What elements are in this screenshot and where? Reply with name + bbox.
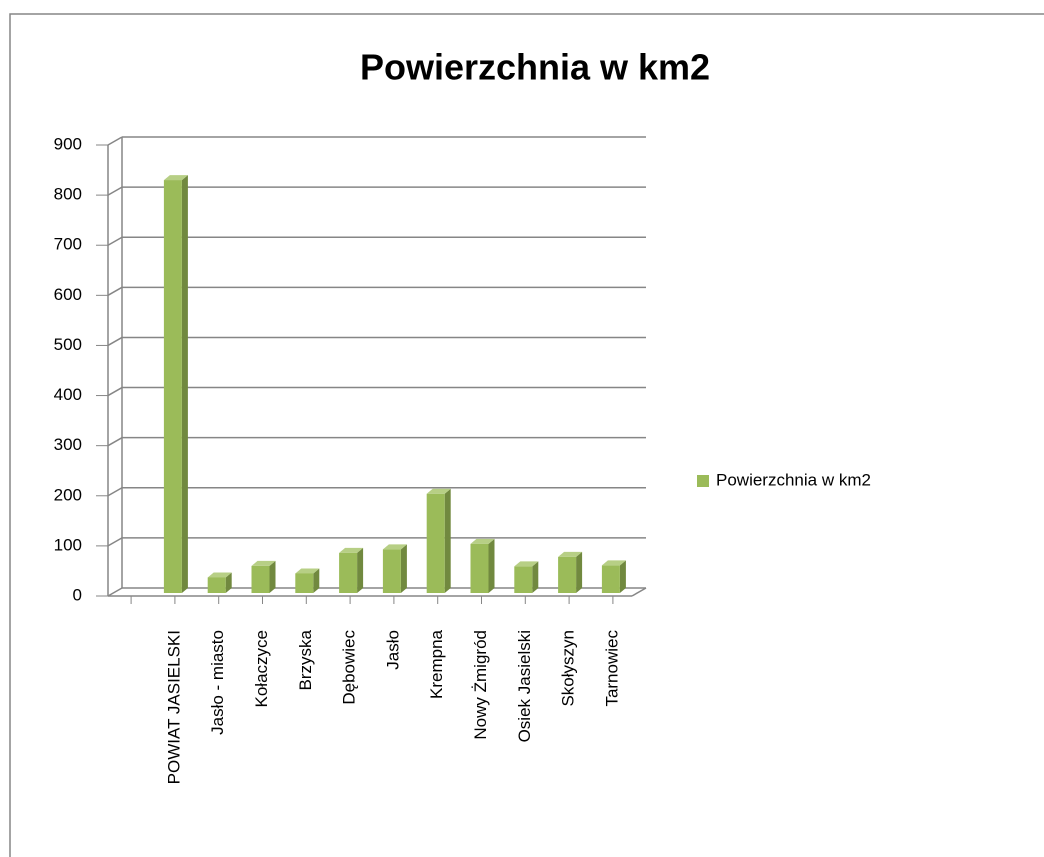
bar-top [163,175,188,181]
grid-line-side [107,236,123,246]
x-tick-label: Jasło [383,630,402,670]
bar-top [207,572,232,578]
bar-front [382,549,401,593]
bar-top [514,561,539,567]
y-tick-label: 700 [54,235,82,254]
legend-swatch [697,475,709,487]
x-tick-label: Dębowiec [340,630,359,705]
bar [558,551,583,593]
x-tick-label: Krempna [427,629,446,699]
grid-line-side [107,537,123,547]
bar-front [295,573,314,593]
bar-top [558,551,583,557]
y-tick-label: 0 [73,585,82,604]
y-tick-label: 300 [54,435,82,454]
x-tick-label: Jasło - miasto [208,630,227,735]
bar-side [269,560,276,593]
y-tick-label: 600 [54,285,82,304]
bar [426,488,451,593]
bar-top [470,538,495,544]
x-tick-label: Kołaczyce [252,630,271,707]
bar-side [444,488,451,593]
bar-front [163,180,182,594]
y-tick-label: 100 [54,535,82,554]
bar [601,560,626,593]
bar [339,547,364,593]
bar [207,572,232,593]
y-tick-label: 200 [54,485,82,504]
bar [251,560,276,593]
bar-side [181,175,188,594]
bar-front [558,556,577,593]
grid-line-side [107,487,123,497]
bar-top [339,547,364,553]
legend-label: Powierzchnia w km2 [716,470,871,489]
x-tick-label: Brzyska [296,629,315,690]
x-tick-label: Nowy Żmigród [471,630,490,740]
bar-front [426,493,445,593]
bar [163,175,188,594]
bar [382,544,407,593]
bar-top [295,568,320,574]
grid-line-side [107,386,123,397]
bar-side [488,538,495,593]
bar-side [619,560,626,593]
grid-line-side [107,437,123,447]
bar-top [382,544,407,550]
x-tick-label: Skołyszyn [559,630,578,707]
bar-front [207,577,226,593]
grid-line-side [107,336,123,347]
y-tick-label: 900 [54,134,82,153]
bar-side [313,568,320,593]
x-tick-label: POWIAT JASIELSKI [164,630,183,784]
grid-line-side [107,286,123,296]
bar-side [400,544,407,593]
bar-front [601,565,620,593]
bar-top [251,560,276,566]
x-tick-label: Tarnowiec [602,630,621,707]
grid-line-side [107,186,123,196]
bar [514,561,539,593]
bar-side [576,551,583,593]
grid-line-side [107,136,123,146]
y-tick-label: 500 [54,335,82,354]
bar-side [225,572,232,593]
grid-line-side [107,587,123,597]
x-axis-side [631,587,647,597]
chart-title: Powierzchnia w km2 [360,47,710,88]
bar-front [251,565,270,593]
bar-front [470,543,489,593]
bar-side [532,561,539,593]
x-tick-label: Osiek Jasielski [515,630,534,742]
bar-front [339,552,358,593]
y-tick-label: 400 [54,385,82,404]
bar-top [426,488,451,494]
bar-front [514,566,533,593]
y-tick-label: 800 [54,185,82,204]
bar-top [601,560,626,566]
bar [295,568,320,593]
bar [470,538,495,593]
bar-side [357,547,364,593]
